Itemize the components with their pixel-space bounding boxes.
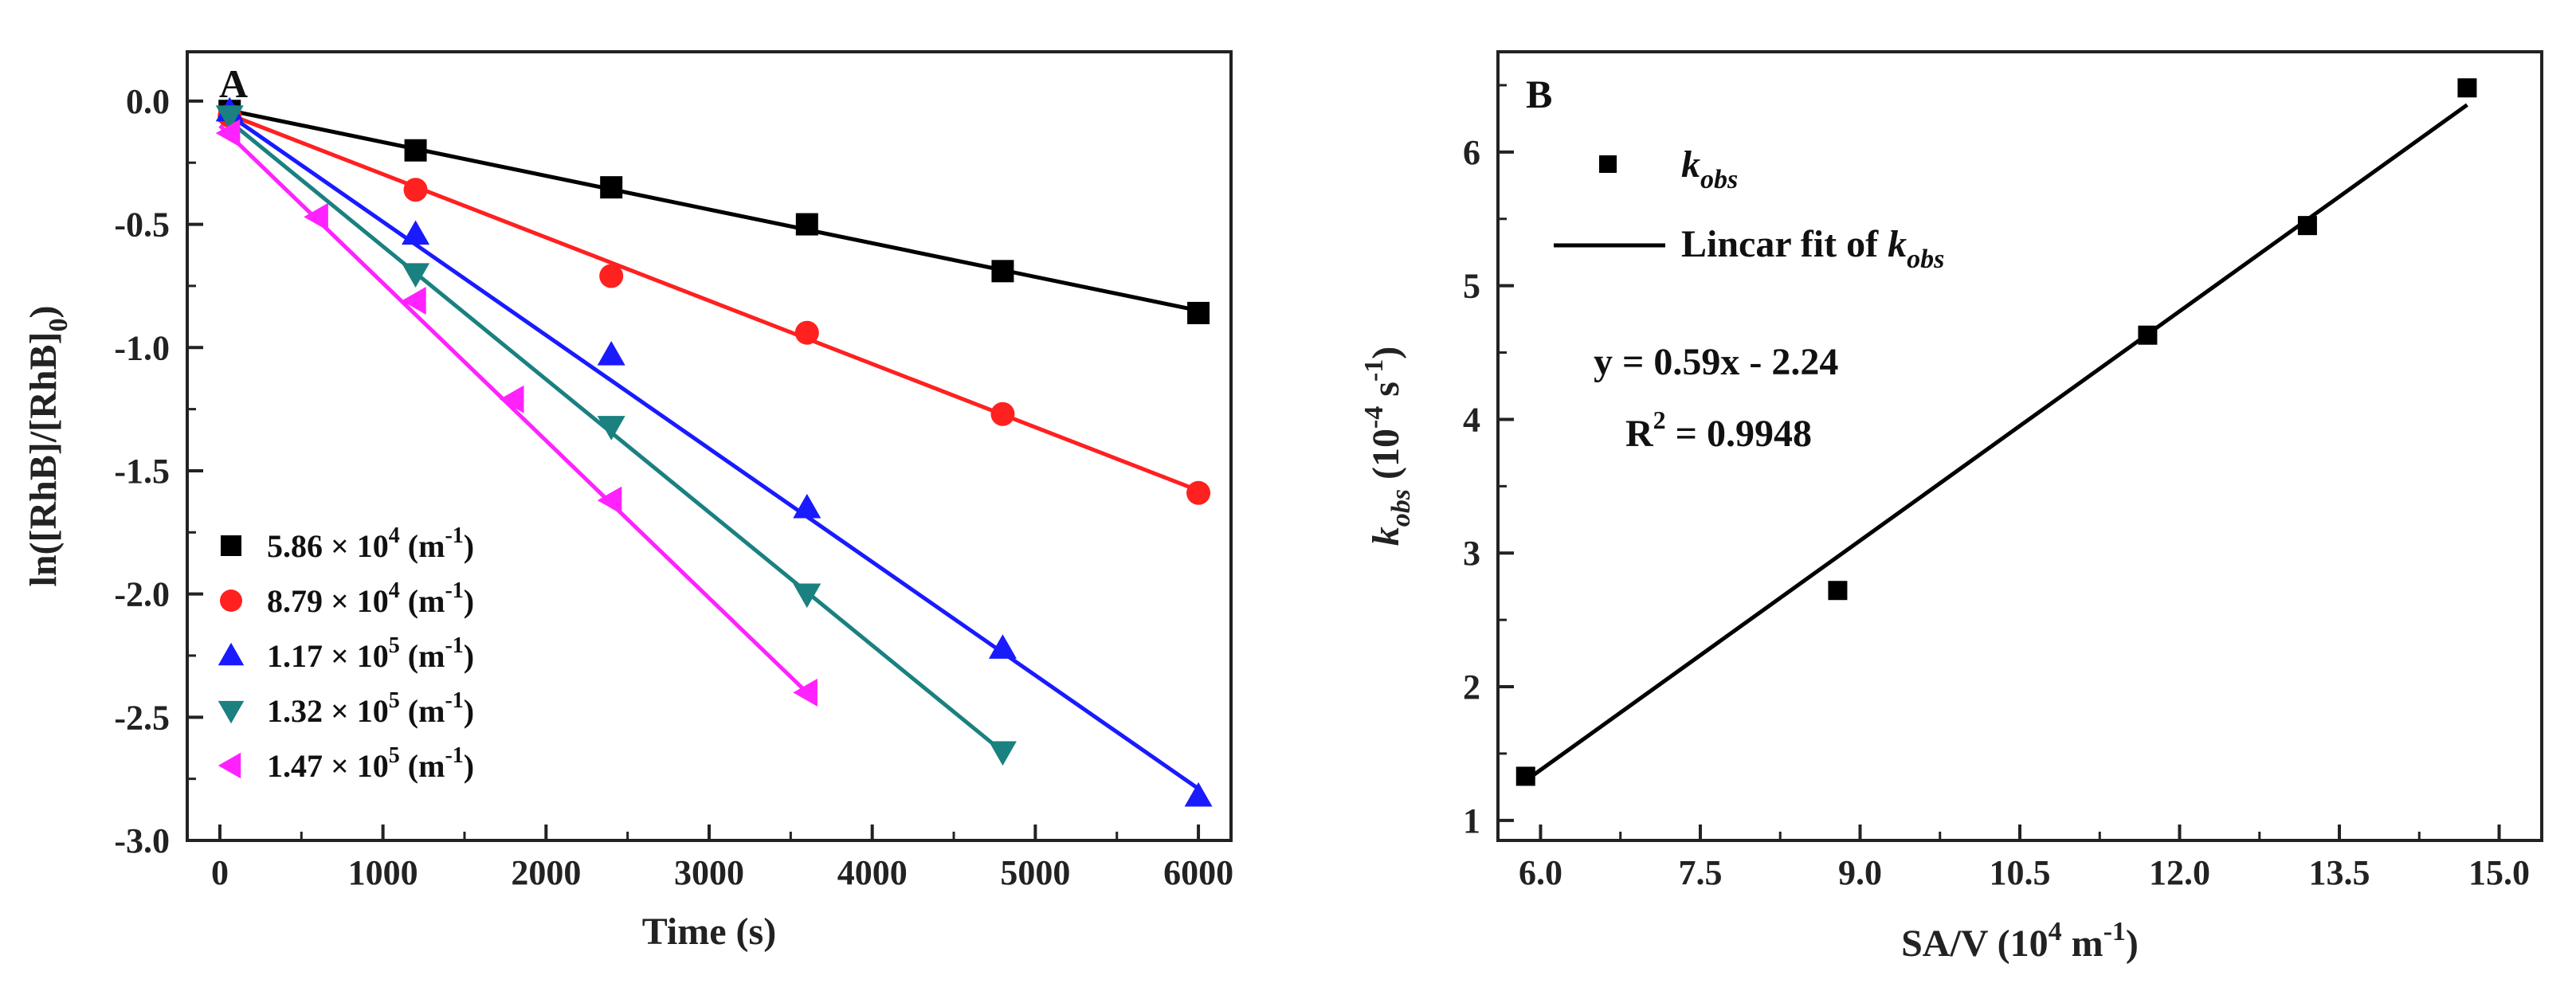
x-tick-label-b: 6.0 (1519, 853, 1562, 892)
x-tick-label-a: 1000 (348, 853, 418, 892)
x-tick-label-b: 12.0 (2149, 853, 2210, 892)
legend-label-a-series-2: 8.79 × 104 (m-1) (267, 578, 474, 619)
legend-label-fit: Lincar fit of kobs (1681, 223, 1944, 274)
x-axis-label-a: Time (s) (642, 911, 776, 953)
data-point-a-series-2 (599, 264, 624, 288)
data-point-a-series-1 (600, 176, 623, 199)
y-tick-label-b: 5 (1463, 267, 1480, 306)
y-tick-label-a: -1.5 (114, 452, 170, 491)
data-point-a-series-5 (215, 119, 241, 147)
legend-b: kobs Lincar fit of kobs (1554, 143, 1944, 274)
fit-equation: y = 0.59x - 2.24 (1594, 341, 1838, 383)
data-point-a-series-1 (795, 213, 818, 236)
data-point-a-series-3 (988, 634, 1017, 659)
data-point-b (2457, 78, 2477, 98)
y-axis-label-a: ln([RhB]/[RhB]0) (22, 305, 73, 586)
y-tick-label-a: -3.0 (114, 821, 170, 860)
data-point-b (1828, 581, 1848, 601)
panel-label-b: B (1526, 72, 1552, 116)
data-point-a-series-4 (402, 263, 430, 288)
data-point-b (2297, 216, 2317, 236)
data-point-a-series-4 (793, 583, 821, 609)
x-tick-label-a: 2000 (511, 853, 581, 892)
legend-marker-a-series-5 (218, 752, 241, 779)
data-point-a-series-3 (597, 341, 625, 366)
legend-label-a-series-3: 1.17 × 105 (m-1) (267, 633, 474, 674)
legend-marker-a-series-4 (218, 700, 245, 724)
y-axis-label-b: kobs (10-4 s-1) (1359, 347, 1416, 546)
x-tick-label-b: 10.5 (1990, 853, 2051, 892)
data-point-a-series-2 (794, 320, 819, 345)
panel-label-a: A (219, 61, 248, 106)
data-point-b (2138, 325, 2158, 345)
x-tick-label-b: 9.0 (1838, 853, 1882, 892)
data-point-a-series-5 (402, 286, 426, 315)
y-tick-label-a: -2.0 (114, 575, 170, 614)
x-tick-label-a: 6000 (1163, 853, 1233, 892)
x-tick-label-a: 3000 (674, 853, 744, 892)
x-tick-label-a: 5000 (1000, 853, 1070, 892)
x-tick-label-b: 15.0 (2468, 853, 2530, 892)
chart-panel-b: 6.0 7.5 9.0 10.5 12.0 13.5 15.0 1 2 3 4 5 6 B kobs (… (1359, 50, 2543, 965)
fit-r-squared: R2 = 0.9948 (1625, 405, 1812, 455)
fit-line-a-series-3 (218, 107, 1200, 791)
y-tick-label-a: -1.0 (114, 328, 170, 367)
y-tick-label-b: 2 (1463, 668, 1480, 707)
data-point-a-series-2 (403, 178, 428, 202)
data-point-a-series-2 (990, 401, 1015, 426)
y-tick-label-b: 4 (1463, 400, 1480, 439)
data-point-a-series-1 (1187, 301, 1210, 324)
data-point-a-series-1 (991, 260, 1014, 283)
chart-panel-a: 0 1000 2000 3000 4000 5000 6000 0.0 -0.5 -1.0 -1.5… (22, 50, 1233, 953)
y-tick-label-b: 6 (1463, 133, 1480, 172)
data-point-a-series-4 (597, 416, 625, 441)
legend-label-kobs: kobs (1681, 143, 1738, 194)
legend-marker-a-series-2 (220, 590, 242, 612)
x-tick-label-a: 4000 (837, 853, 908, 892)
data-point-a-series-5 (304, 202, 328, 231)
data-point-a-series-5 (499, 385, 524, 413)
data-point-a-series-2 (1186, 480, 1211, 505)
y-tick-label-b: 3 (1463, 534, 1480, 573)
data-point-a-series-3 (402, 220, 430, 245)
data-point-a-series-5 (793, 678, 817, 707)
plot-frame-b (1496, 50, 2543, 842)
data-point-a-series-3 (793, 493, 821, 519)
fit-line-a-series-1 (219, 106, 1199, 313)
y-tick-label-a: 0.0 (126, 82, 170, 121)
y-tick-label-a: -2.5 (114, 698, 170, 737)
data-point-a-series-5 (597, 486, 622, 515)
x-tick-label-b: 13.5 (2309, 853, 2370, 892)
data-point-a-series-3 (1184, 781, 1213, 807)
data-point-b (1515, 766, 1535, 786)
x-axis-label-b: SA/V (104 m-1) (1901, 917, 2139, 965)
fit-line-a-series-2 (219, 108, 1199, 493)
data-point-a-series-4 (215, 105, 244, 130)
data-point-a-series-4 (988, 741, 1017, 766)
data-point-a-series-1 (404, 139, 427, 162)
legend-label-a-series-1: 5.86 × 104 (m-1) (267, 523, 474, 564)
y-tick-label-a: -0.5 (114, 206, 170, 245)
legend-marker-a-series-1 (221, 535, 241, 556)
legend-marker-a-series-3 (218, 642, 245, 666)
legend-marker-kobs (1599, 155, 1617, 173)
legend-label-a-series-4: 1.32 × 105 (m-1) (267, 688, 474, 729)
y-tick-label-b: 1 (1463, 801, 1480, 840)
x-tick-label-a: 0 (211, 853, 229, 892)
legend-label-a-series-5: 1.47 × 105 (m-1) (267, 743, 474, 784)
legend-a: 5.86 × 104 (m-1) 8.79 × 104 (m-1) 1.17 × 1… (218, 523, 474, 784)
x-tick-label-b: 7.5 (1678, 853, 1722, 892)
